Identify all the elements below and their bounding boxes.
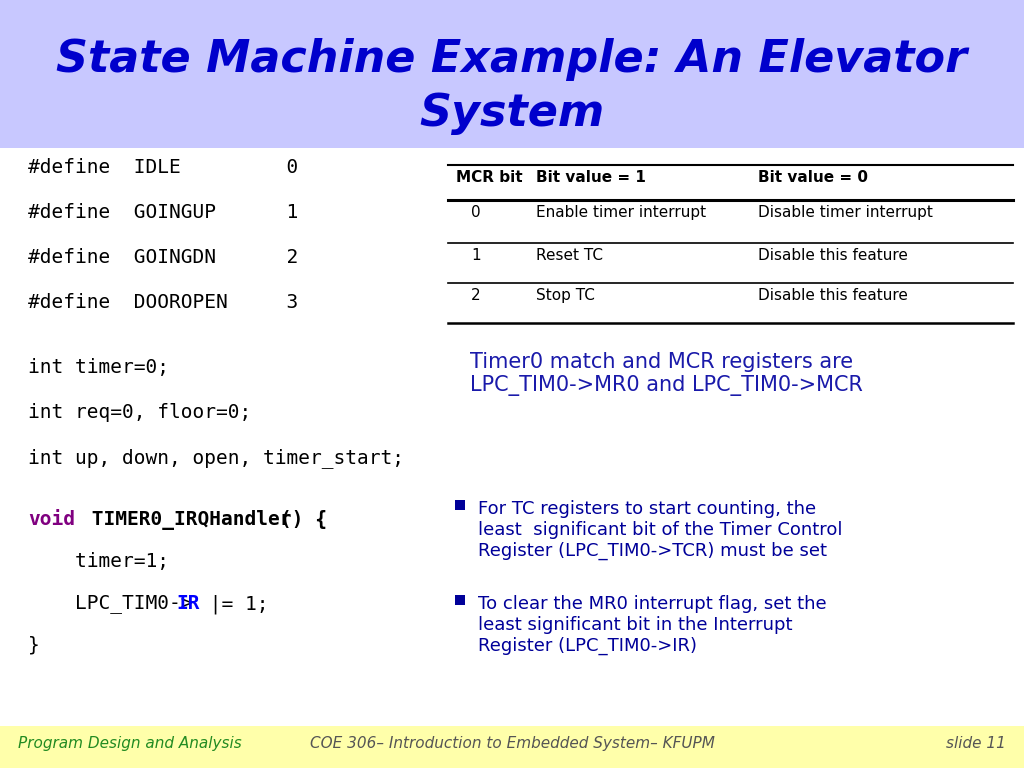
Text: Bit value = 1: Bit value = 1: [536, 170, 646, 185]
Text: timer=1;: timer=1;: [28, 552, 169, 571]
Text: TIMER0_IRQHandler: TIMER0_IRQHandler: [80, 510, 292, 530]
Text: int timer=0;: int timer=0;: [28, 358, 169, 377]
Text: #define  IDLE         0: #define IDLE 0: [28, 158, 298, 177]
Text: Stop TC: Stop TC: [536, 288, 595, 303]
Text: To clear the MR0 interrupt flag, set the
least significant bit in the Interrupt
: To clear the MR0 interrupt flag, set the…: [478, 595, 826, 655]
Text: MCR bit: MCR bit: [456, 170, 522, 185]
Text: int up, down, open, timer_start;: int up, down, open, timer_start;: [28, 448, 404, 468]
Text: IR: IR: [176, 594, 200, 613]
Text: Bit value = 0: Bit value = 0: [758, 170, 868, 185]
Text: 2: 2: [471, 288, 481, 303]
Text: 1: 1: [471, 248, 481, 263]
Text: Reset TC: Reset TC: [536, 248, 603, 263]
Text: Disable timer interrupt: Disable timer interrupt: [758, 205, 933, 220]
Text: Disable this feature: Disable this feature: [758, 288, 908, 303]
Text: State Machine Example: An Elevator: State Machine Example: An Elevator: [56, 38, 968, 81]
Text: int req=0, floor=0;: int req=0, floor=0;: [28, 403, 251, 422]
Text: #define  DOOROPEN     3: #define DOOROPEN 3: [28, 293, 298, 312]
Text: () {: () {: [280, 510, 327, 529]
Text: COE 306– Introduction to Embedded System– KFUPM: COE 306– Introduction to Embedded System…: [309, 736, 715, 751]
Text: System: System: [420, 92, 604, 135]
Text: }: }: [28, 636, 40, 655]
Text: For TC registers to start counting, the
least  significant bit of the Timer Cont: For TC registers to start counting, the …: [478, 500, 843, 560]
Text: Program Design and Analysis: Program Design and Analysis: [18, 736, 242, 751]
Text: |= 1;: |= 1;: [198, 594, 268, 614]
Text: #define  GOINGDN      2: #define GOINGDN 2: [28, 248, 298, 267]
Text: Disable this feature: Disable this feature: [758, 248, 908, 263]
Text: 0: 0: [471, 205, 481, 220]
Text: Enable timer interrupt: Enable timer interrupt: [536, 205, 707, 220]
Text: void: void: [28, 510, 75, 529]
Text: slide 11: slide 11: [946, 736, 1006, 751]
Text: #define  GOINGUP      1: #define GOINGUP 1: [28, 203, 298, 222]
Text: LPC_TIM0->: LPC_TIM0->: [28, 594, 193, 613]
Text: Timer0 match and MCR registers are
LPC_TIM0->MR0 and LPC_TIM0->MCR: Timer0 match and MCR registers are LPC_T…: [470, 352, 863, 396]
